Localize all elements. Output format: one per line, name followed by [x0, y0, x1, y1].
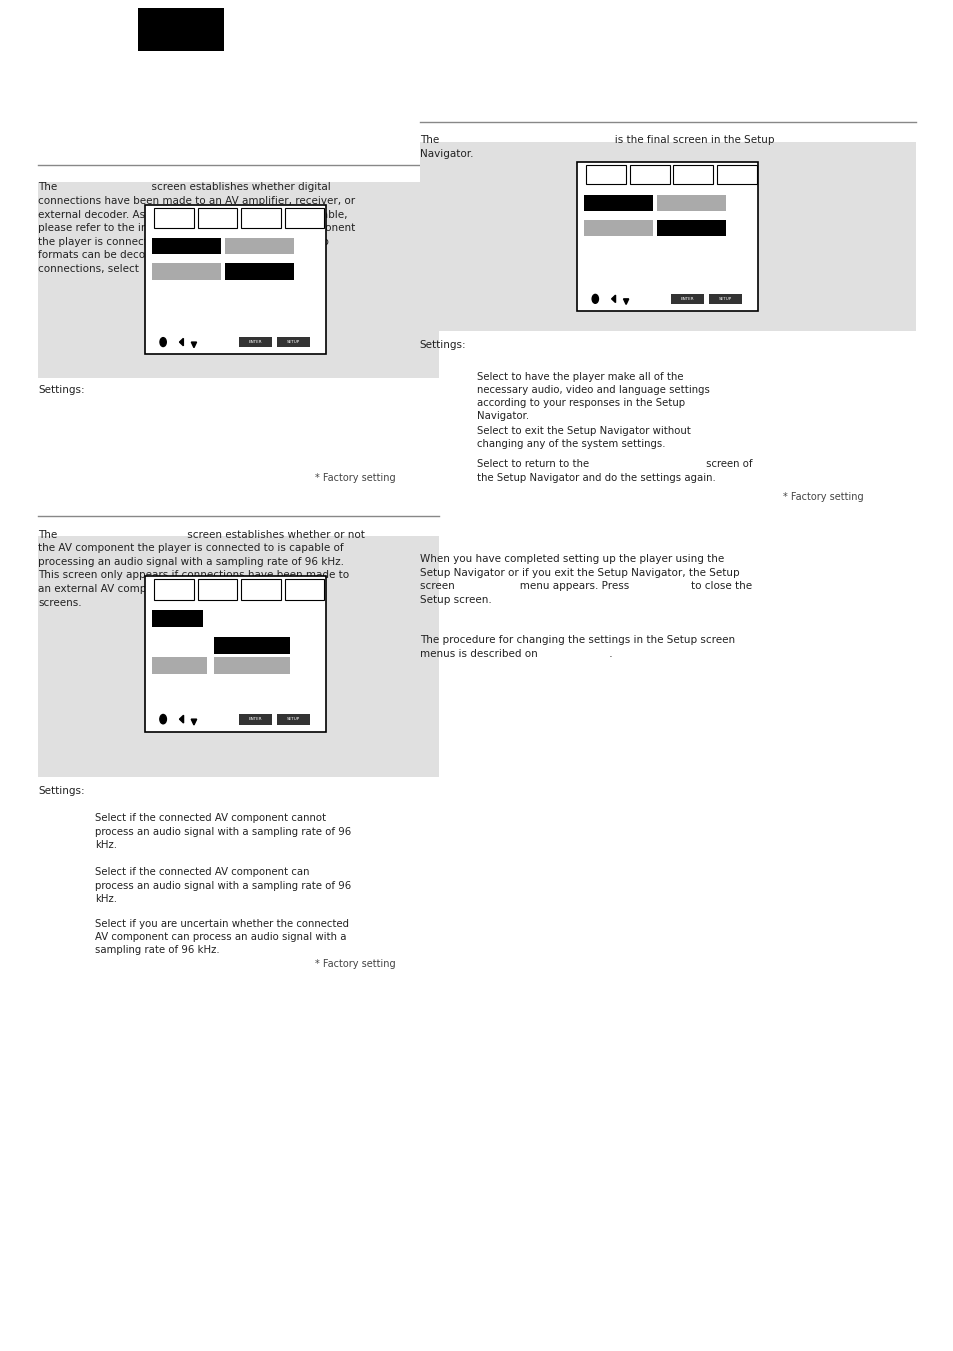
Bar	[584, 195, 653, 211]
Text: * Factory setting: * Factory setting	[781, 492, 862, 501]
Bar	[577, 162, 758, 311]
Text: ENTER: ENTER	[680, 297, 694, 301]
Text: Settings:: Settings:	[38, 385, 85, 394]
Bar	[213, 636, 290, 654]
Bar	[145, 205, 326, 354]
Text: Select to return to the                                    screen of
the Setup N: Select to return to the screen of the Se…	[476, 459, 752, 482]
Bar	[145, 576, 326, 732]
Polygon shape	[191, 719, 196, 725]
Bar	[241, 208, 281, 227]
Bar	[709, 293, 741, 304]
Circle shape	[592, 295, 598, 304]
Bar	[152, 657, 207, 674]
Bar	[239, 713, 272, 724]
Bar	[657, 195, 725, 211]
Bar	[197, 208, 237, 227]
Bar	[629, 165, 669, 184]
Text: Settings:: Settings:	[419, 340, 466, 350]
Bar	[671, 293, 703, 304]
Polygon shape	[192, 342, 196, 347]
Text: Select to exit the Setup Navigator without
changing any of the system settings.: Select to exit the Setup Navigator witho…	[476, 426, 690, 449]
Bar	[152, 238, 221, 254]
Bar	[284, 580, 324, 600]
Text: The                             screen establishes whether digital
connections h: The screen establishes whether digital c…	[38, 182, 355, 274]
Text: The procedure for changing the settings in the Setup screen
menus is described o: The procedure for changing the settings …	[419, 635, 734, 658]
Text: The                                        screen establishes whether or not
the: The screen establishes whether or not th…	[38, 530, 365, 608]
FancyBboxPatch shape	[419, 142, 915, 331]
Text: SETUP: SETUP	[287, 717, 300, 721]
Bar	[673, 165, 712, 184]
Text: ENTER: ENTER	[249, 340, 262, 345]
Text: Select if the connected AV component cannot
process an audio signal with a sampl: Select if the connected AV component can…	[95, 813, 352, 850]
Text: Select if the connected AV component can
process an audio signal with a sampling: Select if the connected AV component can…	[95, 867, 352, 904]
Bar	[154, 208, 193, 227]
Bar	[277, 336, 310, 347]
Bar	[584, 220, 653, 236]
Bar	[152, 263, 221, 280]
Bar	[284, 208, 324, 227]
Text: * Factory setting: * Factory setting	[314, 959, 395, 969]
Bar	[225, 263, 294, 280]
Bar	[239, 336, 272, 347]
Bar	[277, 713, 310, 724]
Polygon shape	[179, 715, 183, 723]
Bar	[585, 165, 625, 184]
Text: Select if you are uncertain whether the connected
AV component can process an au: Select if you are uncertain whether the …	[95, 919, 349, 955]
Polygon shape	[623, 299, 628, 304]
Text: When you have completed setting up the player using the
Setup Navigator or if yo: When you have completed setting up the p…	[419, 554, 751, 605]
FancyBboxPatch shape	[38, 182, 438, 378]
Text: Settings:: Settings:	[38, 786, 85, 796]
Circle shape	[160, 715, 166, 724]
Bar	[154, 580, 193, 600]
Bar	[197, 580, 237, 600]
Bar	[241, 580, 281, 600]
Text: SETUP: SETUP	[719, 297, 732, 301]
Text: ENTER: ENTER	[249, 717, 262, 721]
Text: The                                                      is the final screen in : The is the final screen in	[419, 135, 774, 158]
Bar	[213, 657, 290, 674]
Text: SETUP: SETUP	[287, 340, 300, 345]
Circle shape	[160, 338, 166, 347]
Bar	[152, 611, 203, 627]
FancyBboxPatch shape	[38, 536, 438, 777]
Bar	[225, 238, 294, 254]
Polygon shape	[611, 295, 615, 303]
Bar	[716, 165, 756, 184]
Bar	[138, 8, 224, 51]
Polygon shape	[179, 338, 183, 346]
Text: * Factory setting: * Factory setting	[314, 473, 395, 482]
Text: Select to have the player make all of the
necessary audio, video and language se: Select to have the player make all of th…	[476, 372, 709, 422]
Bar	[657, 220, 725, 236]
